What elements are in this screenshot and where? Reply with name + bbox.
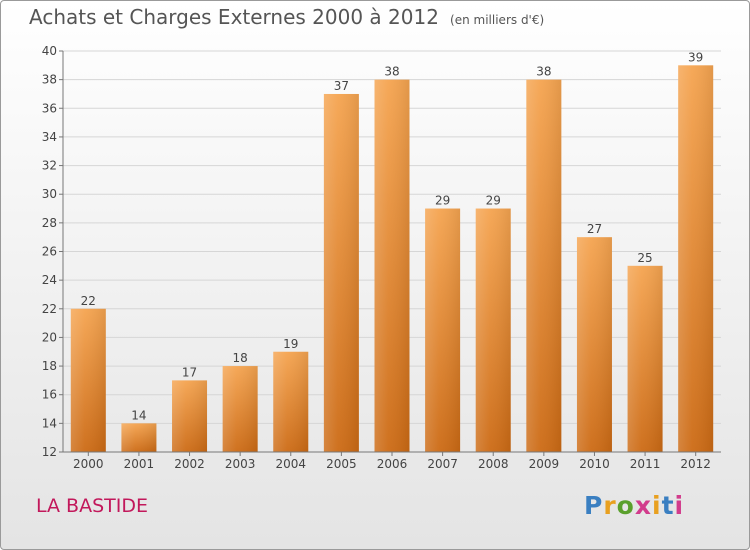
x-tick-label: 2011 [630, 457, 661, 471]
logo-letter: i [674, 491, 685, 520]
y-tick-label: 14 [42, 416, 57, 430]
y-tick-label: 12 [42, 445, 57, 459]
bar-shine [222, 366, 258, 452]
y-tick-label: 26 [42, 245, 57, 259]
x-axis: 2000 2001 2002 2003 2004 2005 2006 2007 2008 2009… [63, 451, 721, 471]
proxiti-logo: Proxiti [584, 491, 684, 520]
y-tick-label: 18 [42, 359, 57, 373]
data-label: 25 [637, 251, 652, 265]
logo-letter: P [584, 491, 604, 520]
data-label: 29 [435, 194, 450, 208]
x-tick-label: 2001 [124, 457, 155, 471]
y-tick-label: 22 [42, 302, 57, 316]
bar-shine [576, 237, 612, 452]
data-label: 14 [131, 408, 146, 422]
x-tick-label: 2010 [579, 457, 610, 471]
bar-shine [526, 79, 562, 453]
logo-letter: o [616, 491, 635, 520]
data-label: 22 [81, 294, 96, 308]
data-label: 19 [283, 337, 298, 351]
y-axis: 12 14 16 18 20 22 24 26 28 30 32 34 36 38 40 [42, 44, 64, 459]
x-tick-label: 2002 [174, 457, 205, 471]
chart-title-unit: (en milliers d'€) [450, 13, 545, 27]
y-tick-label: 36 [42, 101, 57, 115]
commune-name: LA BASTIDE [36, 495, 148, 517]
bar-shine [627, 265, 663, 452]
logo-letter: i [652, 491, 662, 520]
x-tick-label: 2004 [275, 457, 306, 471]
y-tick-label: 40 [42, 44, 57, 58]
data-label: 17 [182, 365, 197, 379]
bar-shine [121, 423, 157, 452]
data-label: 37 [334, 79, 349, 93]
logo-letter: x [634, 491, 652, 520]
x-tick-label: 2000 [73, 457, 104, 471]
y-tick-label: 24 [42, 273, 57, 287]
x-tick-label: 2012 [680, 457, 711, 471]
bar-shine [475, 208, 511, 452]
data-label: 27 [587, 222, 602, 236]
y-tick-label: 16 [42, 388, 57, 402]
logo-letter: t [661, 491, 675, 520]
bar-shine [70, 308, 106, 452]
bars: 22 14 17 18 19 37 38 29 29 38 27 25 39 [70, 50, 714, 453]
bar-shine [273, 351, 309, 452]
data-label: 29 [486, 194, 501, 208]
data-label: 38 [536, 65, 551, 79]
x-tick-label: 2003 [225, 457, 256, 471]
logo-letter: r [603, 491, 617, 520]
bar-shine [323, 93, 359, 452]
data-label: 38 [384, 65, 399, 79]
chart-title-main: Achats et Charges Externes 2000 à 2012 [29, 5, 439, 29]
bar-shine [172, 380, 208, 452]
y-tick-label: 28 [42, 216, 57, 230]
bar-shine [678, 65, 714, 453]
data-label: 39 [688, 50, 703, 64]
y-tick-label: 34 [42, 130, 57, 144]
x-tick-label: 2008 [478, 457, 509, 471]
data-label: 18 [233, 351, 248, 365]
bar-shine [425, 208, 461, 452]
y-tick-label: 20 [42, 330, 57, 344]
x-tick-label: 2006 [377, 457, 408, 471]
x-tick-label: 2007 [427, 457, 458, 471]
bar-shine [374, 79, 410, 453]
y-tick-label: 30 [42, 187, 57, 201]
y-tick-label: 32 [42, 159, 57, 173]
chart-title: Achats et Charges Externes 2000 à 2012 (… [29, 5, 544, 29]
x-tick-label: 2009 [529, 457, 560, 471]
y-tick-label: 38 [42, 73, 57, 87]
x-tick-label: 2005 [326, 457, 357, 471]
